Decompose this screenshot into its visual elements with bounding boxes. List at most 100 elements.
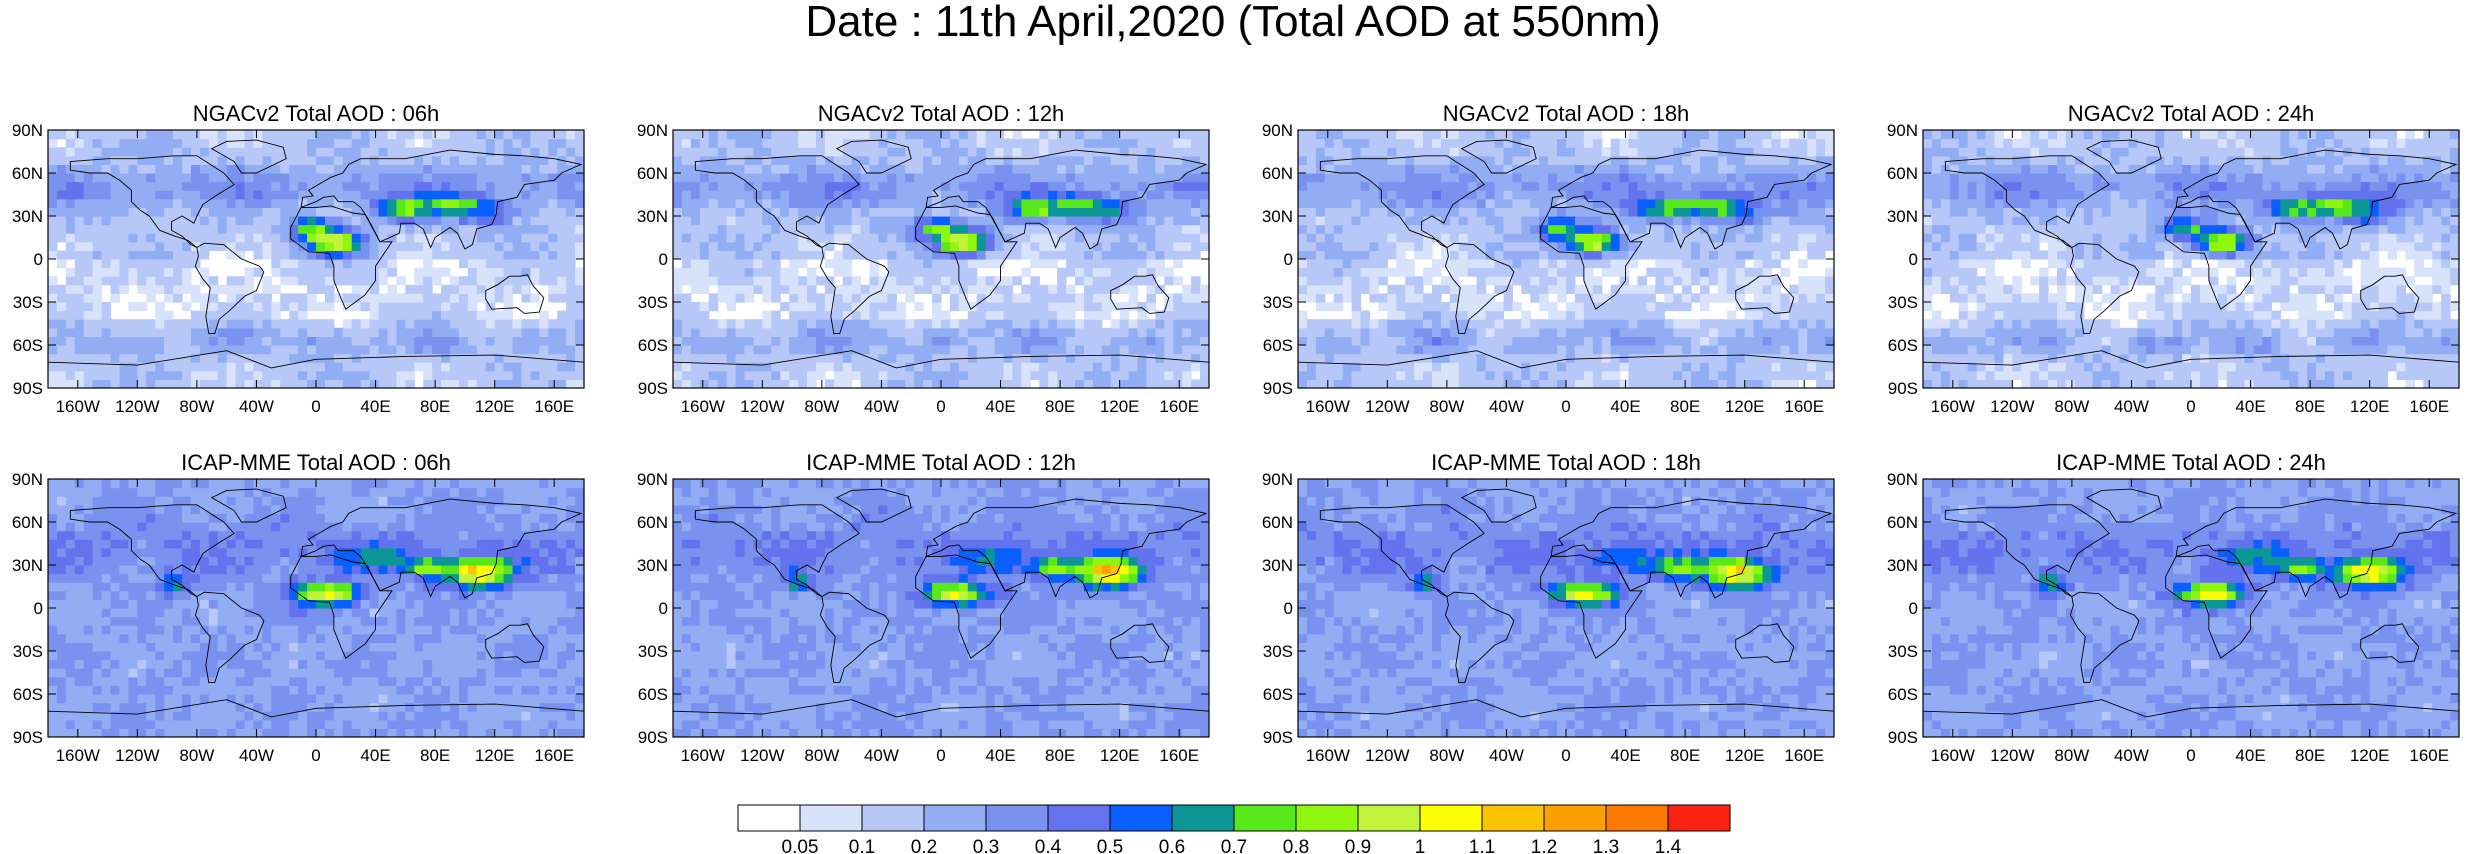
lon-tick-label: 120W [1990,746,2034,765]
lat-tick-label: 90N [637,470,668,489]
lon-tick-label: 160E [534,746,574,765]
lat-tick-label: 30N [1887,207,1918,226]
lat-tick-label: 30N [1887,556,1918,575]
coastline [301,499,581,598]
colorbar-label: 0.2 [911,837,937,854]
colorbar-swatch [861,804,925,832]
colorbar-swatch [1171,804,1235,832]
colorbar-swatch [1047,804,1111,832]
lon-tick-label: 160E [1159,397,1199,416]
lon-tick-label: 80E [1670,397,1700,416]
colorbar-swatch [1357,804,1421,832]
coastline [673,700,1209,737]
coastline [1320,156,1484,248]
lon-tick-label: 40W [2114,746,2149,765]
lon-tick-label: 40E [2235,746,2265,765]
lat-tick-label: 60N [1262,164,1293,183]
lat-tick-label: 90N [1887,470,1918,489]
coastline [916,555,1017,658]
coastline [1541,206,1642,309]
lon-tick-label: 120W [1365,746,1409,765]
lat-tick-label: 60S [13,685,43,704]
lat-tick-label: 60N [1887,164,1918,183]
lon-tick-label: 80W [179,746,214,765]
coastline [2070,592,2138,682]
coastline [1551,150,1831,249]
colorbar-swatch [923,804,987,832]
lon-tick-label: 40W [1489,397,1524,416]
coastline [1298,351,1834,388]
map-panel: NGACv2 Total AOD : 06h 90N 60N 30N 0 30S 60S 90… [12,101,585,416]
lon-tick-label: 40W [1489,746,1524,765]
lon-tick-label: 40W [239,746,274,765]
colorbar-label: 1.2 [1531,837,1557,854]
colorbar-label: 0.05 [782,837,819,854]
coastline [1551,499,1831,598]
lon-tick-label: 120E [2350,746,2390,765]
lat-tick-label: 60N [12,164,43,183]
lat-tick-label: 30S [1888,293,1918,312]
map-panel: ICAP-MME Total AOD : 06h 90N 60N 30N 0 30S 60S… [12,450,585,765]
lat-tick-label: 60S [13,336,43,355]
coastline [695,156,859,248]
lon-tick-label: 160W [1931,746,1975,765]
lon-tick-label: 160W [1306,397,1350,416]
colorbar-swatch [985,804,1049,832]
lon-tick-label: 160W [681,397,725,416]
lon-tick-label: 40W [864,746,899,765]
lon-tick-label: 160E [534,397,574,416]
lat-tick-label: 60N [637,164,668,183]
panel-title: ICAP-MME Total AOD : 24h [2056,450,2326,475]
colorbar-label: 1.3 [1593,837,1619,854]
coastline [2166,206,2267,309]
colorbar-swatch [1667,804,1731,832]
coastline [837,489,911,522]
lon-tick-label: 120E [475,746,515,765]
lon-tick-label: 120E [475,397,515,416]
lon-tick-label: 80E [420,746,450,765]
coastline [1945,156,2109,248]
colorbar-label: 0.4 [1035,837,1062,854]
lat-tick-label: 0 [1909,250,1918,269]
lon-tick-label: 80E [420,397,450,416]
lat-tick-label: 30S [638,642,668,661]
panel-title: ICAP-MME Total AOD : 06h [181,450,451,475]
colorbar-label: 0.5 [1097,837,1123,854]
map-panel: NGACv2 Total AOD : 24h 90N 60N 30N 0 30S 60S 90… [1887,101,2460,416]
lat-tick-label: 0 [34,250,43,269]
lon-tick-label: 120E [1100,397,1140,416]
map-panel: ICAP-MME Total AOD : 24h 90N 60N 30N 0 30S 60S… [1887,450,2460,765]
lat-tick-label: 90S [1263,379,1293,398]
lon-tick-label: 160E [1784,397,1824,416]
lon-tick-label: 160W [1931,397,1975,416]
lon-tick-label: 40W [2114,397,2149,416]
lat-tick-label: 0 [659,599,668,618]
lon-tick-label: 160E [2409,397,2449,416]
lon-tick-label: 160W [56,397,100,416]
colorbar-swatch [1233,804,1297,832]
lon-tick-label: 40W [864,397,899,416]
colorbar-label: 1 [1415,837,1426,854]
lat-tick-label: 60S [1888,685,1918,704]
lat-tick-label: 90S [638,728,668,747]
lon-tick-label: 0 [311,397,320,416]
lon-tick-label: 40W [239,397,274,416]
lat-tick-label: 90N [12,121,43,140]
lon-tick-label: 0 [936,746,945,765]
coastline [291,555,392,658]
lat-tick-label: 90S [1888,379,1918,398]
coastline [1736,275,1794,314]
lon-tick-label: 80W [804,397,839,416]
colorbar-label: 0.9 [1345,837,1371,854]
lat-tick-label: 30S [1263,642,1293,661]
lat-tick-label: 90N [637,121,668,140]
lon-tick-label: 120E [1725,397,1765,416]
lon-tick-label: 40E [1610,397,1640,416]
colorbar-label: 0.3 [973,837,999,854]
lat-tick-label: 90S [1888,728,1918,747]
panel-title: NGACv2 Total AOD : 24h [2068,101,2315,126]
lon-tick-label: 120E [2350,397,2390,416]
lat-tick-label: 60S [638,685,668,704]
lat-tick-label: 60S [638,336,668,355]
